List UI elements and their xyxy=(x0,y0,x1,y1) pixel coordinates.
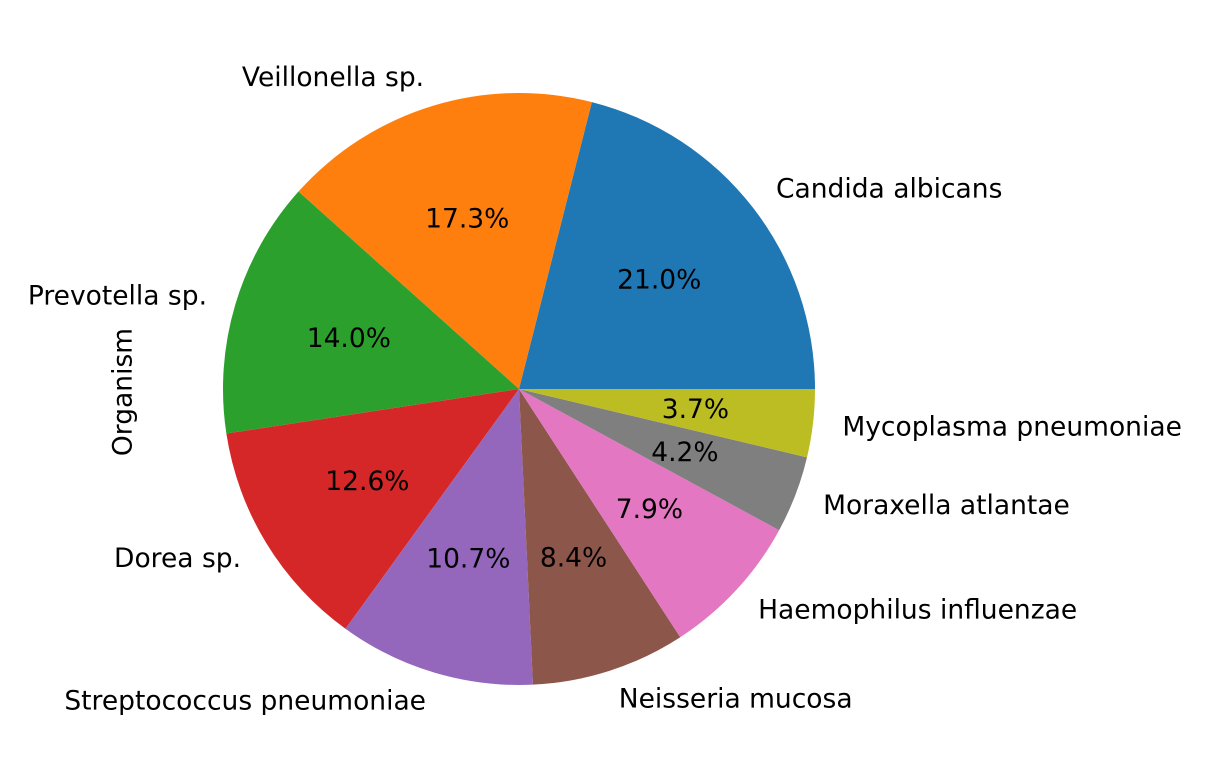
pie-pct-label-moraxella-atlantae: 4.2% xyxy=(651,437,718,468)
pie-slice-haemophilus-influenzae xyxy=(519,389,780,638)
pie-category-label-veillonella-sp: Veillonella sp. xyxy=(242,62,424,93)
pie-category-label-dorea-sp: Dorea sp. xyxy=(114,543,241,574)
pie-pct-label-prevotella-sp: 14.0% xyxy=(307,323,391,354)
pie-category-label-moraxella-atlantae: Moraxella atlantae xyxy=(823,490,1070,521)
pie-slice-dorea-sp xyxy=(226,389,519,629)
pie-category-label-prevotella-sp: Prevotella sp. xyxy=(28,281,207,312)
pie-slice-mycoplasma-pneumoniae xyxy=(519,389,815,458)
pie-pct-label-haemophilus-influenzae: 7.9% xyxy=(616,494,683,525)
pie-labels: 21.0% Candida albicans 17.3% Veillonella sp… xyxy=(28,62,1182,716)
y-axis-label: Organism xyxy=(108,328,139,456)
pie-slice-candida-albicans xyxy=(519,102,815,390)
pie-slice-prevotella-sp xyxy=(222,191,520,434)
pie-category-label-streptococcus-pneumoniae: Streptococcus pneumoniae xyxy=(64,686,426,717)
pie-pct-label-mycoplasma-pneumoniae: 3.7% xyxy=(662,394,729,425)
pie-slice-veillonella-sp xyxy=(298,93,592,389)
pie-pct-label-streptococcus-pneumoniae: 10.7% xyxy=(426,544,510,575)
pie-category-label-mycoplasma-pneumoniae: Mycoplasma pneumoniae xyxy=(842,411,1181,442)
pie-pct-label-veillonella-sp: 17.3% xyxy=(425,204,509,235)
pie-pct-label-neisseria-mucosa: 8.4% xyxy=(540,543,607,574)
pie-category-label-haemophilus-influenzae: Haemophilus influenzae xyxy=(758,595,1077,626)
pie-slice-neisseria-mucosa xyxy=(519,389,681,685)
pie-slice-moraxella-atlantae xyxy=(519,389,808,531)
pie-category-label-candida-albicans: Candida albicans xyxy=(776,174,1002,205)
pie-category-label-neisseria-mucosa: Neisseria mucosa xyxy=(619,683,853,714)
pie-slice-streptococcus-pneumoniae xyxy=(345,389,533,685)
pie-pct-label-dorea-sp: 12.6% xyxy=(325,466,409,497)
pie-pct-label-candida-albicans: 21.0% xyxy=(617,265,701,296)
pie-slices xyxy=(222,93,815,685)
